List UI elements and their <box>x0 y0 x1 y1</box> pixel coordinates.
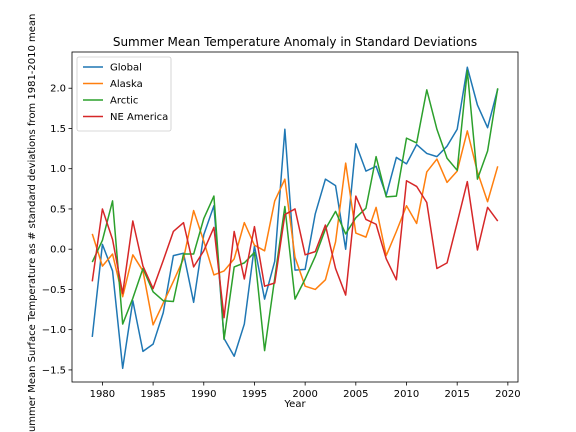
x-tick-label: 1980 <box>90 389 115 400</box>
legend: Global Alaska Arctic NE America <box>77 57 171 131</box>
legend-label-alaska: Alaska <box>110 79 143 90</box>
x-tick-label: 2015 <box>444 389 469 400</box>
x-tick-label: 1985 <box>140 389 165 400</box>
y-axis-label: Summer Mean Surface Temperature as # sta… <box>27 14 38 432</box>
y-tick-label: −1.0 <box>42 325 66 336</box>
x-axis-label: Year <box>283 399 306 410</box>
y-tick-label: −1.5 <box>42 365 66 376</box>
legend-label-global: Global <box>110 63 142 74</box>
x-tick-label: 1995 <box>242 389 267 400</box>
y-tick-label: 1.5 <box>50 124 66 135</box>
x-tick-label: 1990 <box>191 389 216 400</box>
legend-label-ne-america: NE America <box>110 112 168 123</box>
legend-label-arctic: Arctic <box>110 96 138 107</box>
x-tick-label: 2005 <box>343 389 368 400</box>
y-tick-label: 2.0 <box>50 84 66 95</box>
chart-title: Summer Mean Temperature Anomaly in Stand… <box>113 35 477 49</box>
y-tick-label: 0.5 <box>50 204 66 215</box>
y-tick-label: 0.0 <box>50 245 66 256</box>
x-tick-label: 2010 <box>394 389 419 400</box>
x-tick-label: 2020 <box>495 389 520 400</box>
y-tick-label: −0.5 <box>42 285 66 296</box>
y-tick-label: 1.0 <box>50 164 66 175</box>
